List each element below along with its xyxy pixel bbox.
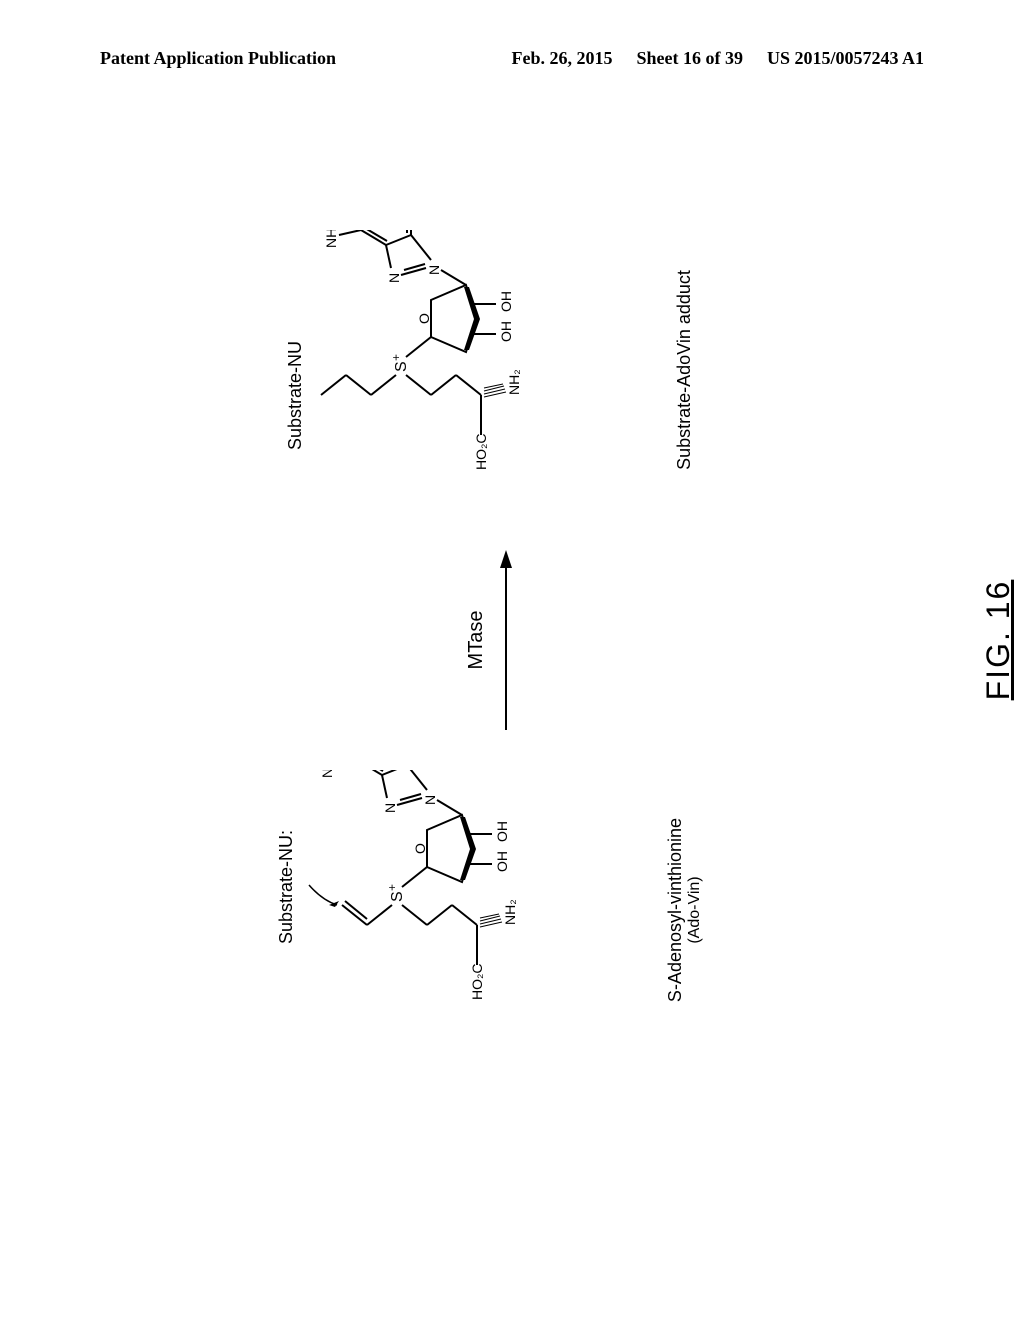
- figure-label: FIG. 16: [980, 300, 1017, 980]
- svg-text:OH: OH: [498, 321, 514, 342]
- svg-text:OH: OH: [494, 821, 510, 842]
- reaction-arrow-block: MTase: [465, 550, 516, 730]
- left-caption-line2: (Ado-Vin): [686, 876, 704, 943]
- left-molecule: Substrate-NU: S +: [276, 770, 704, 1050]
- svg-text:+: +: [389, 354, 403, 361]
- svg-text:N: N: [382, 803, 398, 813]
- page-header: Patent Application Publication Feb. 26, …: [0, 48, 1024, 69]
- right-molecule-svg: S + HO₂C NH₂ O: [306, 230, 666, 510]
- svg-text:OH: OH: [498, 291, 514, 312]
- arrow-label: MTase: [465, 611, 488, 670]
- svg-text:S: S: [389, 891, 406, 902]
- header-left: Patent Application Publication: [100, 48, 336, 69]
- reaction-arrow-svg: [496, 550, 516, 730]
- figure-content: Substrate-NU: S +: [30, 300, 950, 980]
- svg-text:N: N: [386, 273, 402, 283]
- header-date: Feb. 26, 2015: [511, 48, 612, 69]
- header-pubnumber: US 2015/0057243 A1: [767, 48, 924, 69]
- svg-text:S: S: [393, 361, 410, 372]
- svg-text:HO₂C: HO₂C: [473, 433, 489, 470]
- header-right: Feb. 26, 2015 Sheet 16 of 39 US 2015/005…: [511, 48, 924, 69]
- substrate-label-left: Substrate-NU:: [276, 830, 297, 944]
- svg-text:NH₂: NH₂: [323, 230, 339, 248]
- svg-text:NH₂: NH₂: [319, 770, 335, 778]
- svg-text:O: O: [412, 843, 428, 854]
- header-sheet: Sheet 16 of 39: [636, 48, 743, 69]
- svg-text:NH₂: NH₂: [502, 899, 518, 925]
- svg-text:HO₂C: HO₂C: [469, 963, 485, 1000]
- svg-text:+: +: [385, 884, 399, 891]
- svg-text:O: O: [416, 313, 432, 324]
- right-molecule: Substrate-NU S + HO₂C NH₂: [285, 230, 695, 510]
- left-molecule-svg: S + HO₂C NH₂ O: [297, 770, 657, 1050]
- svg-text:N: N: [422, 795, 438, 805]
- reaction-row: Substrate-NU: S +: [30, 300, 950, 980]
- substrate-label-right: Substrate-NU: [285, 341, 306, 450]
- svg-text:N: N: [426, 265, 442, 275]
- left-caption-line1: S-Adenosyl-vinthionine: [665, 818, 686, 1002]
- svg-text:OH: OH: [494, 851, 510, 872]
- right-caption-line1: Substrate-AdoVin adduct: [674, 270, 695, 470]
- svg-text:NH₂: NH₂: [506, 369, 522, 395]
